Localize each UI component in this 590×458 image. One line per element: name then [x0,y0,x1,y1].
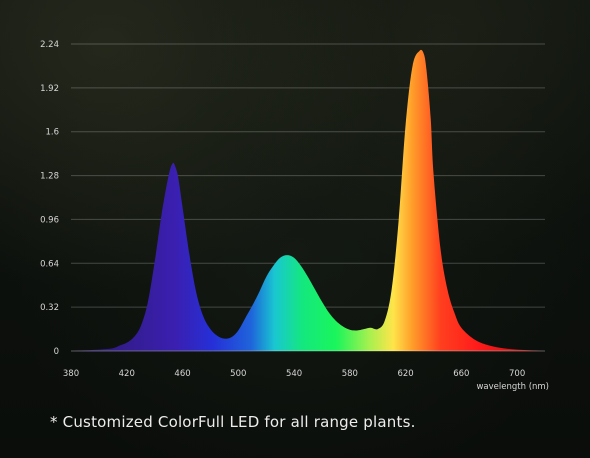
y-tick-label: 0.96 [40,215,59,225]
y-tick-label: 1.92 [40,84,59,94]
spectrum-chart: 0 0.32 0.64 0.96 1.28 1.6 1.92 2.24 380 420 460 500… [40,40,549,392]
x-tick-label: 660 [453,369,469,379]
x-tick-label: 540 [286,369,302,379]
x-tick-label: 700 [509,369,525,379]
x-tick-label: 500 [230,369,246,379]
y-tick-label: 1.28 [40,172,59,182]
y-tick-label: 0.64 [40,259,59,269]
y-tick-label: 0 [54,347,59,357]
x-tick-label: 380 [63,369,79,379]
y-tick-label: 0.32 [40,303,59,313]
x-tick-label: 620 [397,369,413,379]
grid-layer [71,43,545,308]
x-tick-label: 580 [342,369,358,379]
x-tick-label: 460 [174,369,190,379]
area-layer [71,49,545,351]
x-axis-title: wavelength (nm) [476,382,549,392]
tick-label-layer: 0 0.32 0.64 0.96 1.28 1.6 1.92 2.24 380 420 460 500… [40,40,525,379]
caption-text: * Customized ColorFull LED for all range… [50,413,416,431]
y-tick-label: 2.24 [40,40,59,50]
y-tick-label: 1.6 [45,128,59,138]
spectrum-area [71,49,545,351]
x-tick-label: 420 [119,369,135,379]
